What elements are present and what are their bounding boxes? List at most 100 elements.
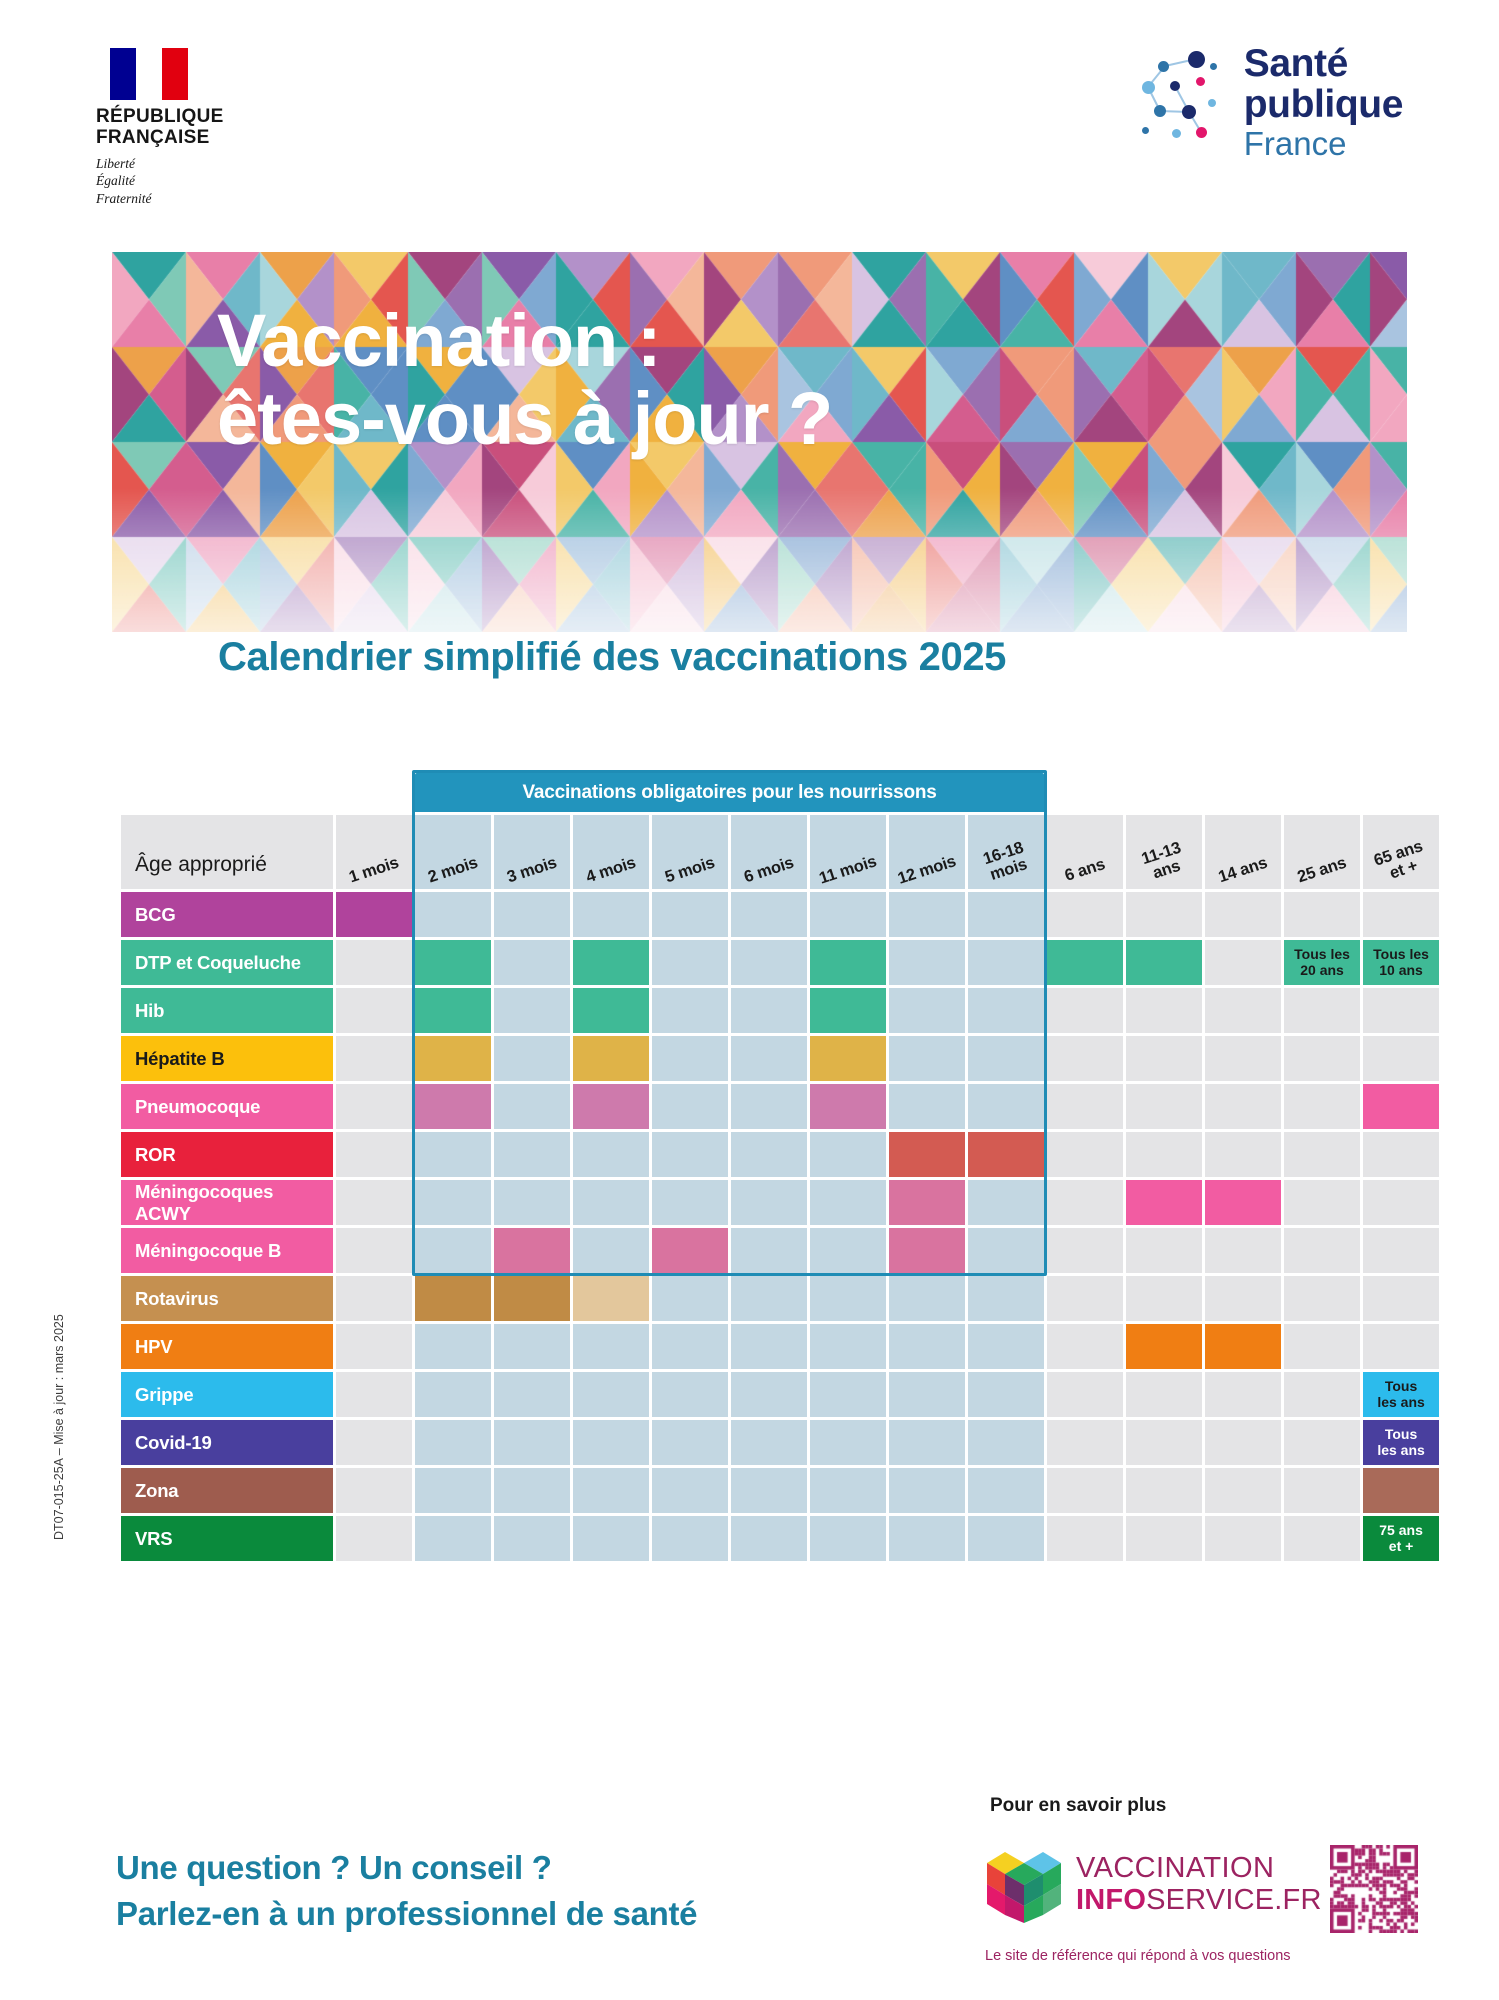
- cell-ror-11-13-ans: [1126, 1132, 1203, 1177]
- table-row: Hib: [121, 988, 1440, 1033]
- cell-bcg-12-mois: [889, 892, 965, 937]
- cell-pneumocoque-14-ans: [1205, 1084, 1282, 1129]
- cell-fill: [415, 1084, 491, 1129]
- column-header-2-mois: 2 mois: [415, 815, 491, 889]
- cell-dtp-et-coqueluche-11-mois: [810, 940, 886, 985]
- cell-dtp-et-coqueluche-6-ans: [1047, 940, 1124, 985]
- column-header-6-ans: 6 ans: [1047, 815, 1124, 889]
- cell-bcg-65-ans-et-+: [1363, 892, 1440, 937]
- cell-hib-5-mois: [652, 988, 728, 1033]
- cell-dtp-et-coqueluche-25-ans: Tous les 20 ans: [1284, 940, 1361, 985]
- cell-hib-12-mois: [889, 988, 965, 1033]
- cell-h-patite-b-4-mois: [573, 1036, 649, 1081]
- cell-hib-65-ans-et-+: [1363, 988, 1440, 1033]
- cell-rotavirus-12-mois: [889, 1276, 965, 1321]
- cell-covid-19-25-ans: [1284, 1420, 1361, 1465]
- cell-zona-5-mois: [652, 1468, 728, 1513]
- vis-word1: VACCINATION: [1076, 1851, 1275, 1884]
- table-row: Covid-19 Tous les ans: [121, 1420, 1440, 1465]
- cell-dtp-et-coqueluche-1-mois: [336, 940, 412, 985]
- vaccination-info-service-logo[interactable]: VACCINATION INFOSERVICE.FR: [985, 1843, 1322, 1925]
- cell-grippe-5-mois: [652, 1372, 728, 1417]
- cell-fill: [889, 1180, 965, 1225]
- cell-covid-19-5-mois: [652, 1420, 728, 1465]
- vaccine-label-m-ningocoque-b: Méningocoque B: [121, 1228, 333, 1273]
- cell-pneumocoque-3-mois: [494, 1084, 570, 1129]
- cell-zona-25-ans: [1284, 1468, 1361, 1513]
- cell-hib-25-ans: [1284, 988, 1361, 1033]
- qr-code-icon[interactable]: [1330, 1845, 1418, 1933]
- motto-fraternite: Fraternité: [96, 190, 152, 206]
- cell-m-ningocoque-b-25-ans: [1284, 1228, 1361, 1273]
- vis-word2: INFOSERVICE.FR: [1076, 1883, 1322, 1916]
- cell-m-ningocoques-acwy-14-ans: [1205, 1180, 1282, 1225]
- cell-covid-19-14-ans: [1205, 1420, 1282, 1465]
- column-header-1-mois: 1 mois: [336, 815, 412, 889]
- table-row: Zona: [121, 1468, 1440, 1513]
- cell-vrs-4-mois: [573, 1516, 649, 1561]
- column-header-11-mois: 11 mois: [810, 815, 886, 889]
- cell-bcg-2-mois: [415, 892, 491, 937]
- cell-m-ningocoque-b-3-mois: [494, 1228, 570, 1273]
- cell-pneumocoque-6-mois: [731, 1084, 807, 1129]
- republique-francaise-title: RÉPUBLIQUE FRANÇAISE: [96, 106, 326, 148]
- table-row: Méningocoque B: [121, 1228, 1440, 1273]
- cell-zona-6-ans: [1047, 1468, 1124, 1513]
- cell-m-ningocoques-acwy-65-ans-et-+: [1363, 1180, 1440, 1225]
- cell-m-ningocoque-b-4-mois: [573, 1228, 649, 1273]
- table-row: DTP et Coqueluche Tous les 20 ans Tous les…: [121, 940, 1440, 985]
- cell-hpv-1-mois: [336, 1324, 412, 1369]
- cell-ror-6-mois: [731, 1132, 807, 1177]
- cell-ror-14-ans: [1205, 1132, 1282, 1177]
- cell-fill: [494, 1276, 570, 1321]
- cell-ror-12-mois: [889, 1132, 965, 1177]
- footer-question-line2: Parlez-en à un professionnel de santé: [116, 1894, 698, 1932]
- cell-hpv-14-ans: [1205, 1324, 1282, 1369]
- cell-hib-6-ans: [1047, 988, 1124, 1033]
- cell-fill: [415, 940, 491, 985]
- cell-hib-6-mois: [731, 988, 807, 1033]
- cell-hib-14-ans: [1205, 988, 1282, 1033]
- cell-bcg-11-13-ans: [1126, 892, 1203, 937]
- cell-fill: [1126, 940, 1203, 985]
- spf-mark-icon: [1136, 47, 1228, 157]
- cell-hpv-6-mois: [731, 1324, 807, 1369]
- column-header-14-ans: 14 ans: [1205, 815, 1282, 889]
- cell-ror-25-ans: [1284, 1132, 1361, 1177]
- cell-bcg-5-mois: [652, 892, 728, 937]
- cell-vrs-65-ans-et-+: 75 ans et +: [1363, 1516, 1440, 1561]
- cell-hib-4-mois: [573, 988, 649, 1033]
- vis-tagline: Le site de référence qui répond à vos qu…: [985, 1948, 1291, 1964]
- spf-wordmark: Santé publique France: [1244, 44, 1404, 160]
- cell-grippe-11-mois: [810, 1372, 886, 1417]
- vaccine-label-ror: ROR: [121, 1132, 333, 1177]
- cell-bcg-4-mois: [573, 892, 649, 937]
- cell-pneumocoque-5-mois: [652, 1084, 728, 1129]
- cell-vrs-12-mois: [889, 1516, 965, 1561]
- cell-dtp-et-coqueluche-11-13-ans: [1126, 940, 1203, 985]
- cell-dtp-et-coqueluche-5-mois: [652, 940, 728, 985]
- cell-grippe-4-mois: [573, 1372, 649, 1417]
- cell-h-patite-b-65-ans-et-+: [1363, 1036, 1440, 1081]
- page-title-line2: êtes-vous à jour ?: [217, 377, 833, 461]
- cell-fill: [1205, 1180, 1282, 1225]
- cell-h-patite-b-11-mois: [810, 1036, 886, 1081]
- table-row: Grippe Tous les ans: [121, 1372, 1440, 1417]
- cell-bcg-6-ans: [1047, 892, 1124, 937]
- cell-vrs-5-mois: [652, 1516, 728, 1561]
- cell-h-patite-b-3-mois: [494, 1036, 570, 1081]
- calendar-table: Vaccinations obligatoires pour les nourr…: [118, 770, 1442, 1564]
- republique-motto: Liberté Égalité Fraternité: [96, 155, 326, 207]
- cell-dtp-et-coqueluche-2-mois: [415, 940, 491, 985]
- cell-m-ningocoque-b-6-mois: [731, 1228, 807, 1273]
- cell-fill: [1205, 1324, 1282, 1369]
- cell-covid-19-12-mois: [889, 1420, 965, 1465]
- cell-m-ningocoque-b-11-mois: [810, 1228, 886, 1273]
- cell-zona-11-13-ans: [1126, 1468, 1203, 1513]
- vaccine-label-rotavirus: Rotavirus: [121, 1276, 333, 1321]
- vis-word2a: INFO: [1076, 1883, 1147, 1916]
- cell-fill: [1363, 1468, 1440, 1513]
- cell-grippe-65-ans-et-+: Tous les ans: [1363, 1372, 1440, 1417]
- cell-h-patite-b-12-mois: [889, 1036, 965, 1081]
- cell-bcg-6-mois: [731, 892, 807, 937]
